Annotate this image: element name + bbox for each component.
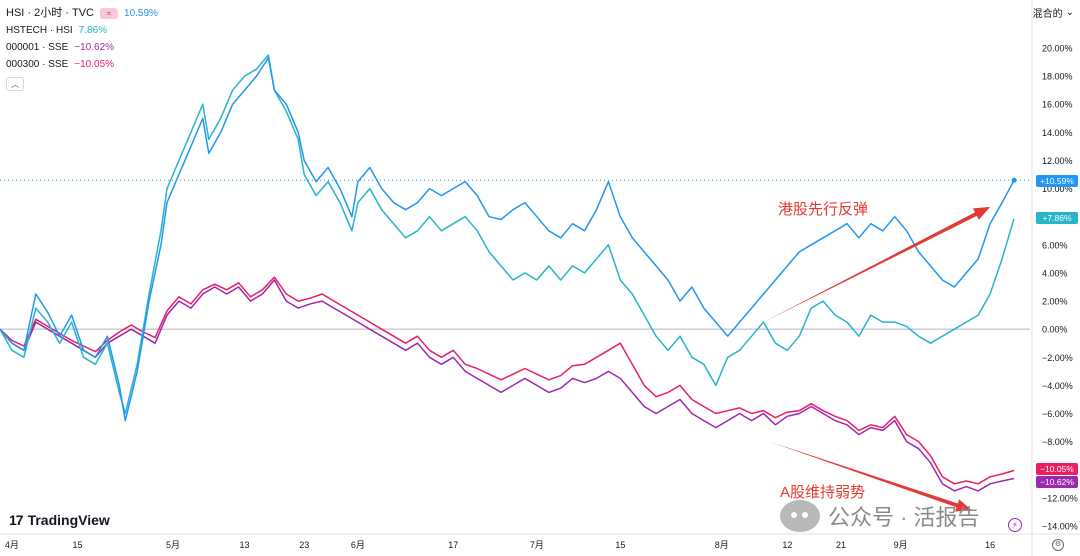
y-tick-label: −12.00% <box>1042 493 1078 503</box>
legend-series-value: −10.05% <box>74 59 115 70</box>
gear-icon[interactable]: ⚙ <box>1052 539 1064 551</box>
y-tick-label: −2.00% <box>1042 353 1073 363</box>
x-tick-label: 17 <box>448 540 458 550</box>
x-tick-label: 7月 <box>530 540 544 550</box>
x-axis: 4月 15 5月 13 23 6月 17 7月 15 8月 12 21 9月 16 <box>0 533 1080 550</box>
y-tick-label: 16.00% <box>1042 100 1073 110</box>
annotation-arrows <box>763 206 991 512</box>
x-tick-label: 13 <box>240 540 250 550</box>
legend-toggle-icon[interactable]: ≈ <box>100 8 119 19</box>
y-tick-label: 4.00% <box>1042 268 1068 278</box>
annotation-a-share-weak: A股维持弱势 <box>780 484 865 501</box>
end-label-3: −10.05% <box>1036 463 1078 475</box>
x-tick-label: 4月 <box>5 540 19 550</box>
legend-series-value: 7.86% <box>78 25 108 36</box>
chart-legend: HSI · 2小时 · TVC ≈ 10.59% HSTECH · HSI 7.… <box>6 5 158 91</box>
last-value-dot <box>1011 177 1017 183</box>
wechat-watermark: 公众号 · 活报告 <box>780 500 980 532</box>
brand-name: TradingView <box>27 512 110 528</box>
scale-mode-select[interactable]: 混合的 ⌄ <box>1033 5 1074 20</box>
series-lines <box>0 54 1017 492</box>
series-line-1[interactable] <box>0 54 1015 415</box>
tradingview-logo[interactable]: 17 TradingView <box>9 512 110 528</box>
y-tick-label: 18.00% <box>1042 72 1073 82</box>
legend-series-symbol: HSTECH · HSI <box>6 25 73 36</box>
x-tick-label: 16 <box>985 540 995 550</box>
watermark-text: 公众号 · 活报告 <box>828 505 980 530</box>
legend-main-symbol: HSI · 2小时 · TVC <box>6 7 95 19</box>
x-tick-label: 5月 <box>166 540 180 550</box>
y-tick-label: 12.00% <box>1042 156 1073 166</box>
y-tick-label: −4.00% <box>1042 381 1073 391</box>
y-tick-label: −14.00% <box>1042 522 1078 532</box>
arrow-a-share-weak <box>769 441 973 512</box>
x-tick-label: 15 <box>73 540 83 550</box>
series-end-labels: +10.59% +7.86% −10.05% −10.62% <box>1036 175 1078 488</box>
scale-mode-label: 混合的 <box>1032 9 1063 20</box>
x-tick-label: 12 <box>782 540 792 550</box>
x-tick-label: 15 <box>615 540 625 550</box>
legend-series-row[interactable]: 000001 · SSE −10.62% <box>6 39 158 56</box>
legend-main-row[interactable]: HSI · 2小时 · TVC ≈ 10.59% <box>6 5 158 22</box>
x-tick-label: 8月 <box>715 540 729 550</box>
legend-series-value: −10.62% <box>74 42 115 53</box>
x-tick-label: 21 <box>836 540 846 550</box>
legend-collapse-button[interactable]: ︿ <box>6 77 24 91</box>
legend-main-value: 10.59% <box>124 8 158 19</box>
annotation-hk-rebound: 港股先行反弹 <box>778 201 868 218</box>
wechat-icon <box>780 500 820 532</box>
x-tick-label: 23 <box>299 540 309 550</box>
end-label-0: +10.59% <box>1036 175 1078 187</box>
legend-series-row[interactable]: HSTECH · HSI 7.86% <box>6 22 158 39</box>
x-tick-label: 6月 <box>351 540 365 550</box>
y-tick-label: 6.00% <box>1042 240 1068 250</box>
y-tick-label: 0.00% <box>1042 325 1068 335</box>
end-label-text: +7.86% <box>1042 213 1072 223</box>
y-tick-label: 2.00% <box>1042 297 1068 307</box>
series-line-3[interactable] <box>0 276 1015 485</box>
x-tick-label: 9月 <box>894 540 908 550</box>
chevron-down-icon: ⌄ <box>1065 7 1074 18</box>
legend-series-symbol: 000300 · SSE <box>6 59 69 70</box>
end-label-1: +7.86% <box>1036 212 1078 224</box>
end-label-text: −10.62% <box>1040 477 1074 487</box>
tradingview-mark-icon: 17 <box>9 512 24 528</box>
end-label-text: −10.05% <box>1040 464 1074 474</box>
y-tick-label: 20.00% <box>1042 44 1073 54</box>
y-tick-label: 14.00% <box>1042 128 1073 138</box>
y-tick-label: −8.00% <box>1042 437 1073 447</box>
y-tick-label: 10.00% <box>1042 184 1073 194</box>
chevron-up-icon: ︿ <box>11 79 19 89</box>
series-line-0[interactable] <box>0 57 1015 422</box>
end-label-text: +10.59% <box>1040 176 1074 186</box>
legend-series-row[interactable]: 000300 · SSE −10.05% <box>6 56 158 73</box>
lightning-icon[interactable]: ⚡ <box>1008 518 1022 532</box>
arrow-hk-rebound <box>763 206 991 323</box>
series-line-2[interactable] <box>0 279 1015 492</box>
y-tick-label: −6.00% <box>1042 409 1073 419</box>
end-label-2: −10.62% <box>1036 476 1078 488</box>
legend-series-symbol: 000001 · SSE <box>6 42 69 53</box>
